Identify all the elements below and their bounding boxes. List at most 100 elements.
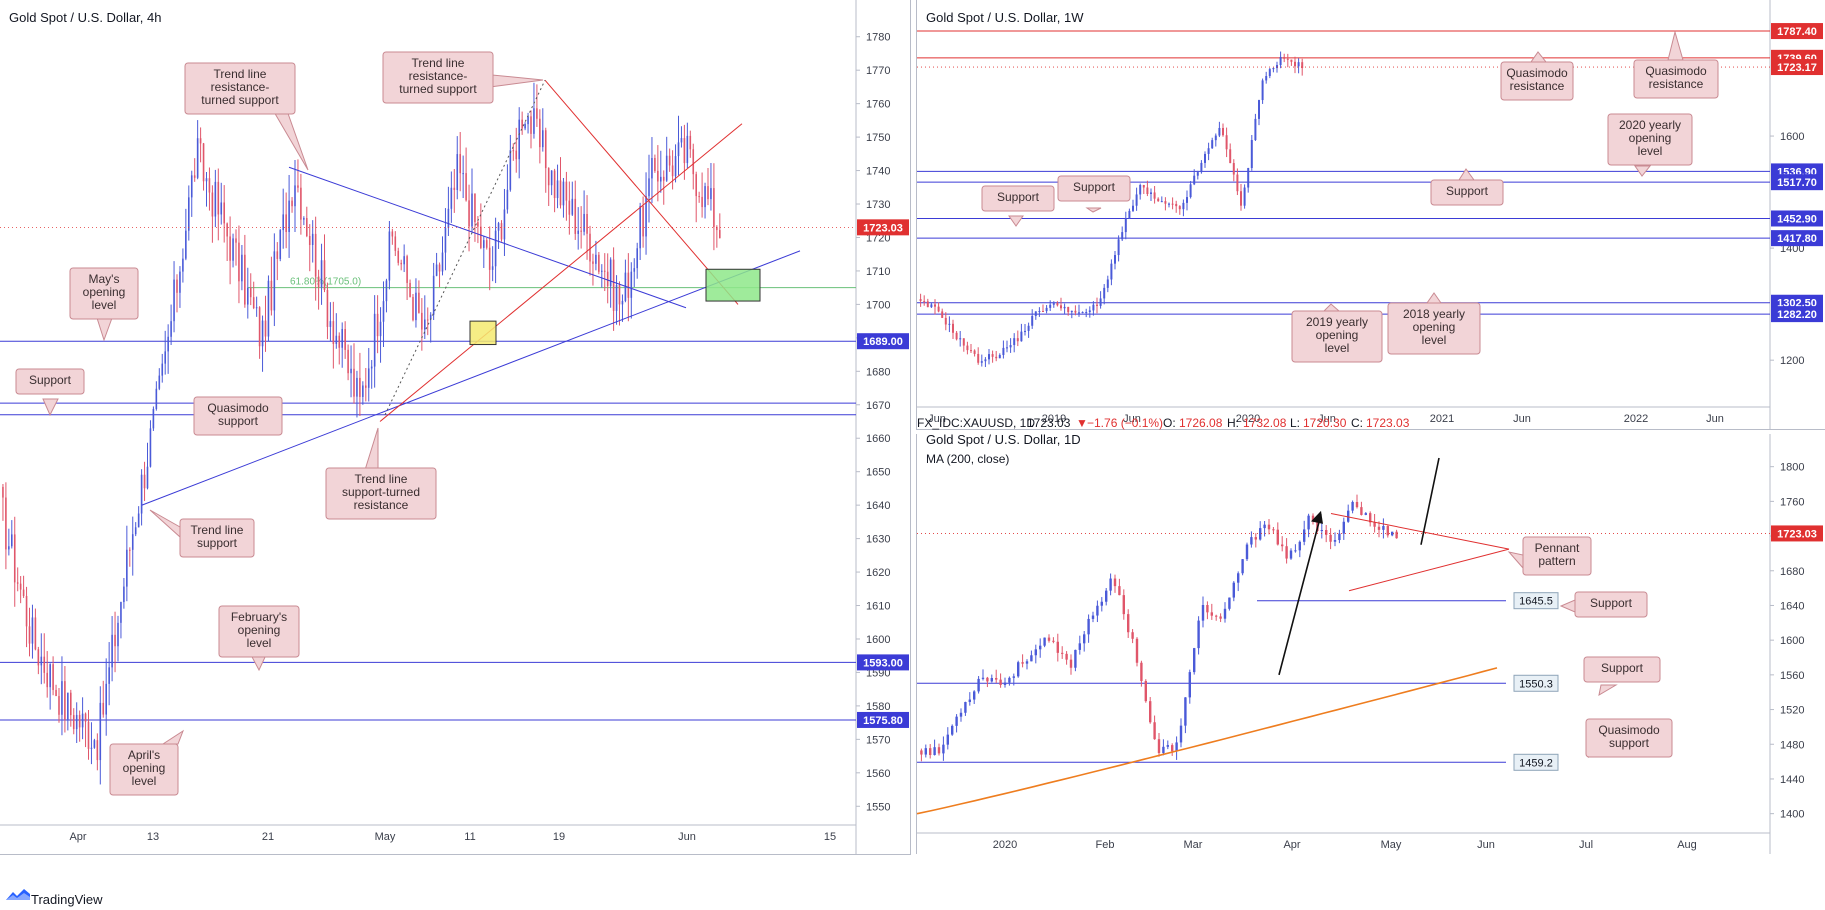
candle-body bbox=[1175, 742, 1178, 752]
price-badge-bg bbox=[857, 654, 909, 671]
candle-body bbox=[1153, 192, 1156, 199]
price-tick-label: 1730 bbox=[866, 199, 890, 211]
candle-body bbox=[680, 138, 683, 143]
indicator-label: MA (200, close) bbox=[926, 452, 1009, 466]
candle-body bbox=[114, 634, 116, 647]
candle-body bbox=[1099, 298, 1102, 306]
callout-text: Quasimodo bbox=[207, 401, 269, 415]
candle-body bbox=[1267, 524, 1271, 530]
candle-body bbox=[126, 549, 128, 587]
candle-body bbox=[1197, 620, 1200, 649]
candle-body bbox=[1013, 338, 1016, 346]
candle-body bbox=[1369, 513, 1372, 523]
candle-body bbox=[1039, 645, 1042, 650]
candle-body bbox=[603, 270, 606, 272]
price-badge: 1575.80 bbox=[857, 711, 909, 728]
candle-body bbox=[1021, 662, 1024, 664]
candle-body bbox=[382, 301, 385, 322]
callout-box bbox=[193, 396, 283, 436]
pennant-upper-line bbox=[1330, 513, 1510, 550]
candle-body bbox=[1240, 191, 1242, 206]
price-badge-bg bbox=[1771, 230, 1823, 247]
callout-box bbox=[325, 467, 437, 520]
candle-body bbox=[291, 200, 293, 207]
candle-body bbox=[660, 176, 662, 182]
price-badge-bg bbox=[857, 333, 909, 350]
callout-text: opening bbox=[1316, 328, 1359, 342]
tradingview-brand[interactable]: TradingView bbox=[31, 892, 103, 907]
candle-body bbox=[930, 304, 933, 308]
callout-box bbox=[1574, 591, 1648, 618]
candle-body bbox=[64, 681, 66, 720]
callout-box bbox=[1430, 179, 1504, 206]
candle-body bbox=[977, 353, 980, 363]
chart-title: Gold Spot / U.S. Dollar, 1W bbox=[926, 10, 1084, 25]
callout-text: Support bbox=[1590, 596, 1633, 610]
candle-body bbox=[959, 338, 962, 340]
candle-body bbox=[512, 150, 515, 152]
candle-body bbox=[394, 236, 397, 251]
time-tick-label: 2020 bbox=[993, 839, 1017, 851]
candle-body bbox=[1265, 76, 1268, 81]
callout-box bbox=[981, 185, 1055, 212]
candle-body bbox=[297, 185, 299, 188]
candle-body bbox=[1056, 641, 1059, 653]
chart-4h-panel[interactable]: 1550 1560 1570 1580 1590 1600 1610 1620 1630 1640… bbox=[0, 0, 911, 855]
candle-body bbox=[577, 230, 579, 234]
candle-body bbox=[400, 262, 402, 265]
callout-text: level bbox=[1422, 333, 1447, 347]
callout-pointer bbox=[1426, 292, 1442, 304]
candle-body bbox=[937, 306, 940, 312]
callout-box bbox=[1522, 536, 1592, 576]
candle-body bbox=[1171, 203, 1174, 205]
price-badge: 1417.80 bbox=[1771, 230, 1823, 247]
callout-support-mid: Support bbox=[1057, 175, 1131, 213]
price-tick-label: 1600 bbox=[1780, 131, 1804, 143]
chart-1d-canvas[interactable]: 1400144014801520156016001640168017201760… bbox=[916, 416, 1825, 854]
candle-body bbox=[1069, 659, 1073, 668]
candle-body bbox=[1106, 279, 1109, 288]
candle-body bbox=[651, 158, 653, 179]
candle-body bbox=[1320, 530, 1323, 532]
candle-body bbox=[99, 702, 102, 761]
callout-box bbox=[15, 368, 85, 395]
time-tick-label: 19 bbox=[553, 831, 565, 843]
price-badge-bg bbox=[857, 219, 909, 236]
candle-body bbox=[52, 664, 54, 690]
candle-body bbox=[574, 198, 577, 234]
price-badge-bg bbox=[1771, 210, 1823, 227]
candle-body bbox=[208, 178, 211, 193]
callout-pointer bbox=[1634, 165, 1652, 177]
candle-body bbox=[1333, 540, 1337, 542]
candle-body bbox=[595, 254, 597, 264]
candle-body bbox=[188, 197, 190, 231]
candle-body bbox=[509, 150, 512, 190]
candle-body bbox=[288, 200, 290, 233]
level-tag-bg bbox=[1513, 592, 1559, 610]
candle-body bbox=[1132, 205, 1134, 211]
candle-body bbox=[497, 223, 500, 231]
candle-body bbox=[488, 247, 491, 270]
candle-body bbox=[1386, 526, 1389, 536]
candle-body bbox=[615, 285, 618, 311]
candle-body bbox=[220, 202, 223, 215]
candle-body bbox=[1078, 312, 1080, 314]
candle-body bbox=[232, 238, 234, 261]
chart-1w-panel[interactable]: 1200 1400 1600 Jun 2019 Jun 2020 Jun 2021 Jun 2022… bbox=[916, 0, 1825, 430]
candle-body bbox=[1157, 739, 1161, 754]
candle-body bbox=[1070, 310, 1073, 313]
candle-body bbox=[923, 300, 926, 302]
candle-body bbox=[1175, 203, 1178, 207]
time-tick-label: Jun bbox=[678, 831, 696, 843]
candle-body bbox=[2, 486, 4, 498]
candle-body bbox=[1301, 62, 1304, 69]
tradingview-logo-icon[interactable] bbox=[6, 888, 30, 902]
candle-body bbox=[1047, 637, 1051, 641]
chart-4h-canvas[interactable]: 1550 1560 1570 1580 1590 1600 1610 1620 1630 1640… bbox=[0, 0, 910, 854]
chart-1d-panel[interactable]: 1400144014801520156016001640168017201760… bbox=[916, 416, 1825, 854]
candle-body bbox=[1030, 655, 1033, 662]
time-tick-label: Aug bbox=[1677, 839, 1697, 851]
candle-body bbox=[1241, 559, 1244, 574]
